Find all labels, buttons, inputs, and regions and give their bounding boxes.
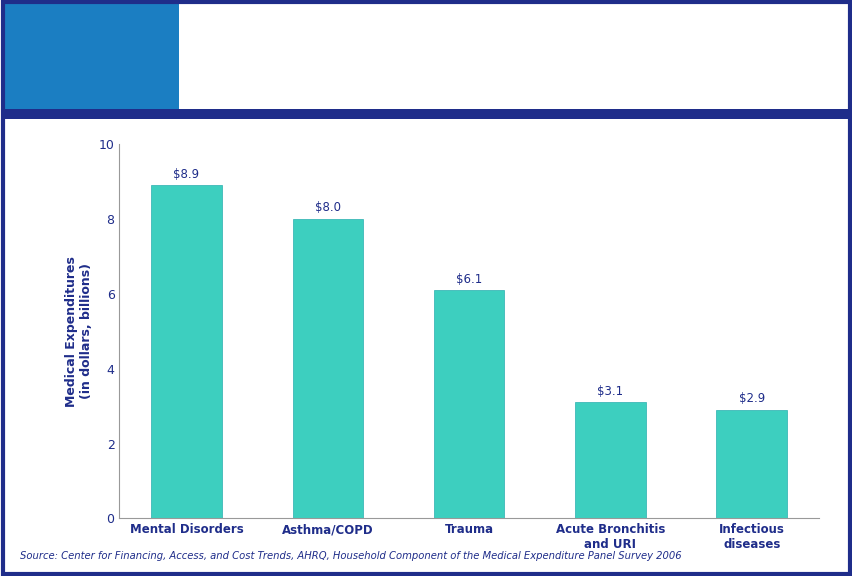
- Text: conditions in children, 2006: conditions in children, 2006: [377, 77, 650, 95]
- Legend: 2006: 2006: [434, 75, 504, 102]
- Text: AHRQ: AHRQ: [60, 24, 122, 43]
- Text: Source: Center for Financing, Access, and Cost Trends, AHRQ, Household Component: Source: Center for Financing, Access, an…: [20, 551, 681, 560]
- Text: $3.1: $3.1: [596, 385, 623, 398]
- Bar: [574, 403, 645, 518]
- Bar: [292, 219, 363, 518]
- Text: Figure 1.  Expenditures for the five most costly: Figure 1. Expenditures for the five most…: [282, 32, 746, 50]
- Bar: [151, 185, 222, 518]
- Bar: [716, 410, 786, 518]
- FancyBboxPatch shape: [13, 7, 169, 107]
- Text: $8.0: $8.0: [314, 202, 341, 214]
- Text: $6.1: $6.1: [456, 272, 481, 286]
- Bar: [434, 290, 504, 518]
- Text: $8.9: $8.9: [173, 168, 199, 181]
- Text: $2.9: $2.9: [738, 392, 764, 406]
- Text: Advancing
Excellence in
Health Care: Advancing Excellence in Health Care: [66, 58, 116, 88]
- Y-axis label: Medical Expenditures
(in dollars, billions): Medical Expenditures (in dollars, billio…: [65, 256, 93, 407]
